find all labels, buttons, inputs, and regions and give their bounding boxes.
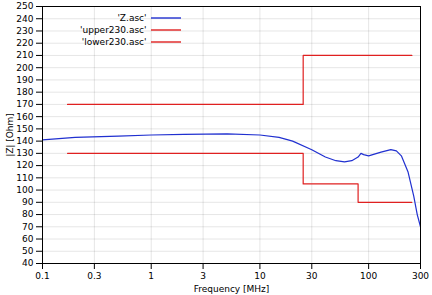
svg-text:220: 220 [16,38,33,48]
svg-text:Frequency [MHz]: Frequency [MHz] [194,284,270,294]
svg-text:250: 250 [16,1,33,11]
svg-text:40: 40 [22,258,34,268]
svg-text:140: 140 [16,136,33,146]
svg-text:240: 240 [16,14,33,24]
svg-text:110: 110 [16,173,33,183]
svg-text:30: 30 [306,271,318,281]
svg-text:170: 170 [16,99,33,109]
html-text:'Z.asc': 'Z.asc' [117,13,147,23]
svg-text:100: 100 [16,185,33,195]
svg-text:50: 50 [22,246,34,256]
svg-text:0.3: 0.3 [87,271,101,281]
svg-text:70: 70 [22,222,34,232]
svg-text:120: 120 [16,160,33,170]
svg-text:300: 300 [412,271,429,281]
svg-text:80: 80 [22,209,34,219]
svg-text:1: 1 [148,271,154,281]
svg-text:200: 200 [16,63,33,73]
svg-text:100: 100 [360,271,377,281]
svg-text:3: 3 [200,271,206,281]
svg-text:210: 210 [16,50,33,60]
svg-text:190: 190 [16,75,33,85]
svg-text:0.1: 0.1 [35,271,49,281]
svg-text:150: 150 [16,124,33,134]
html-text:'lower230.asc': 'lower230.asc' [81,37,147,47]
svg-text:160: 160 [16,112,33,122]
svg-text:|Z| [Ohm]: |Z| [Ohm] [5,113,15,157]
svg-text:130: 130 [16,148,33,158]
svg-text:60: 60 [22,234,34,244]
html-text:'upper230.asc': 'upper230.asc' [80,25,147,35]
svg-text:10: 10 [254,271,266,281]
svg-text:90: 90 [22,197,34,207]
svg-text:230: 230 [16,26,33,36]
svg-text:180: 180 [16,87,33,97]
